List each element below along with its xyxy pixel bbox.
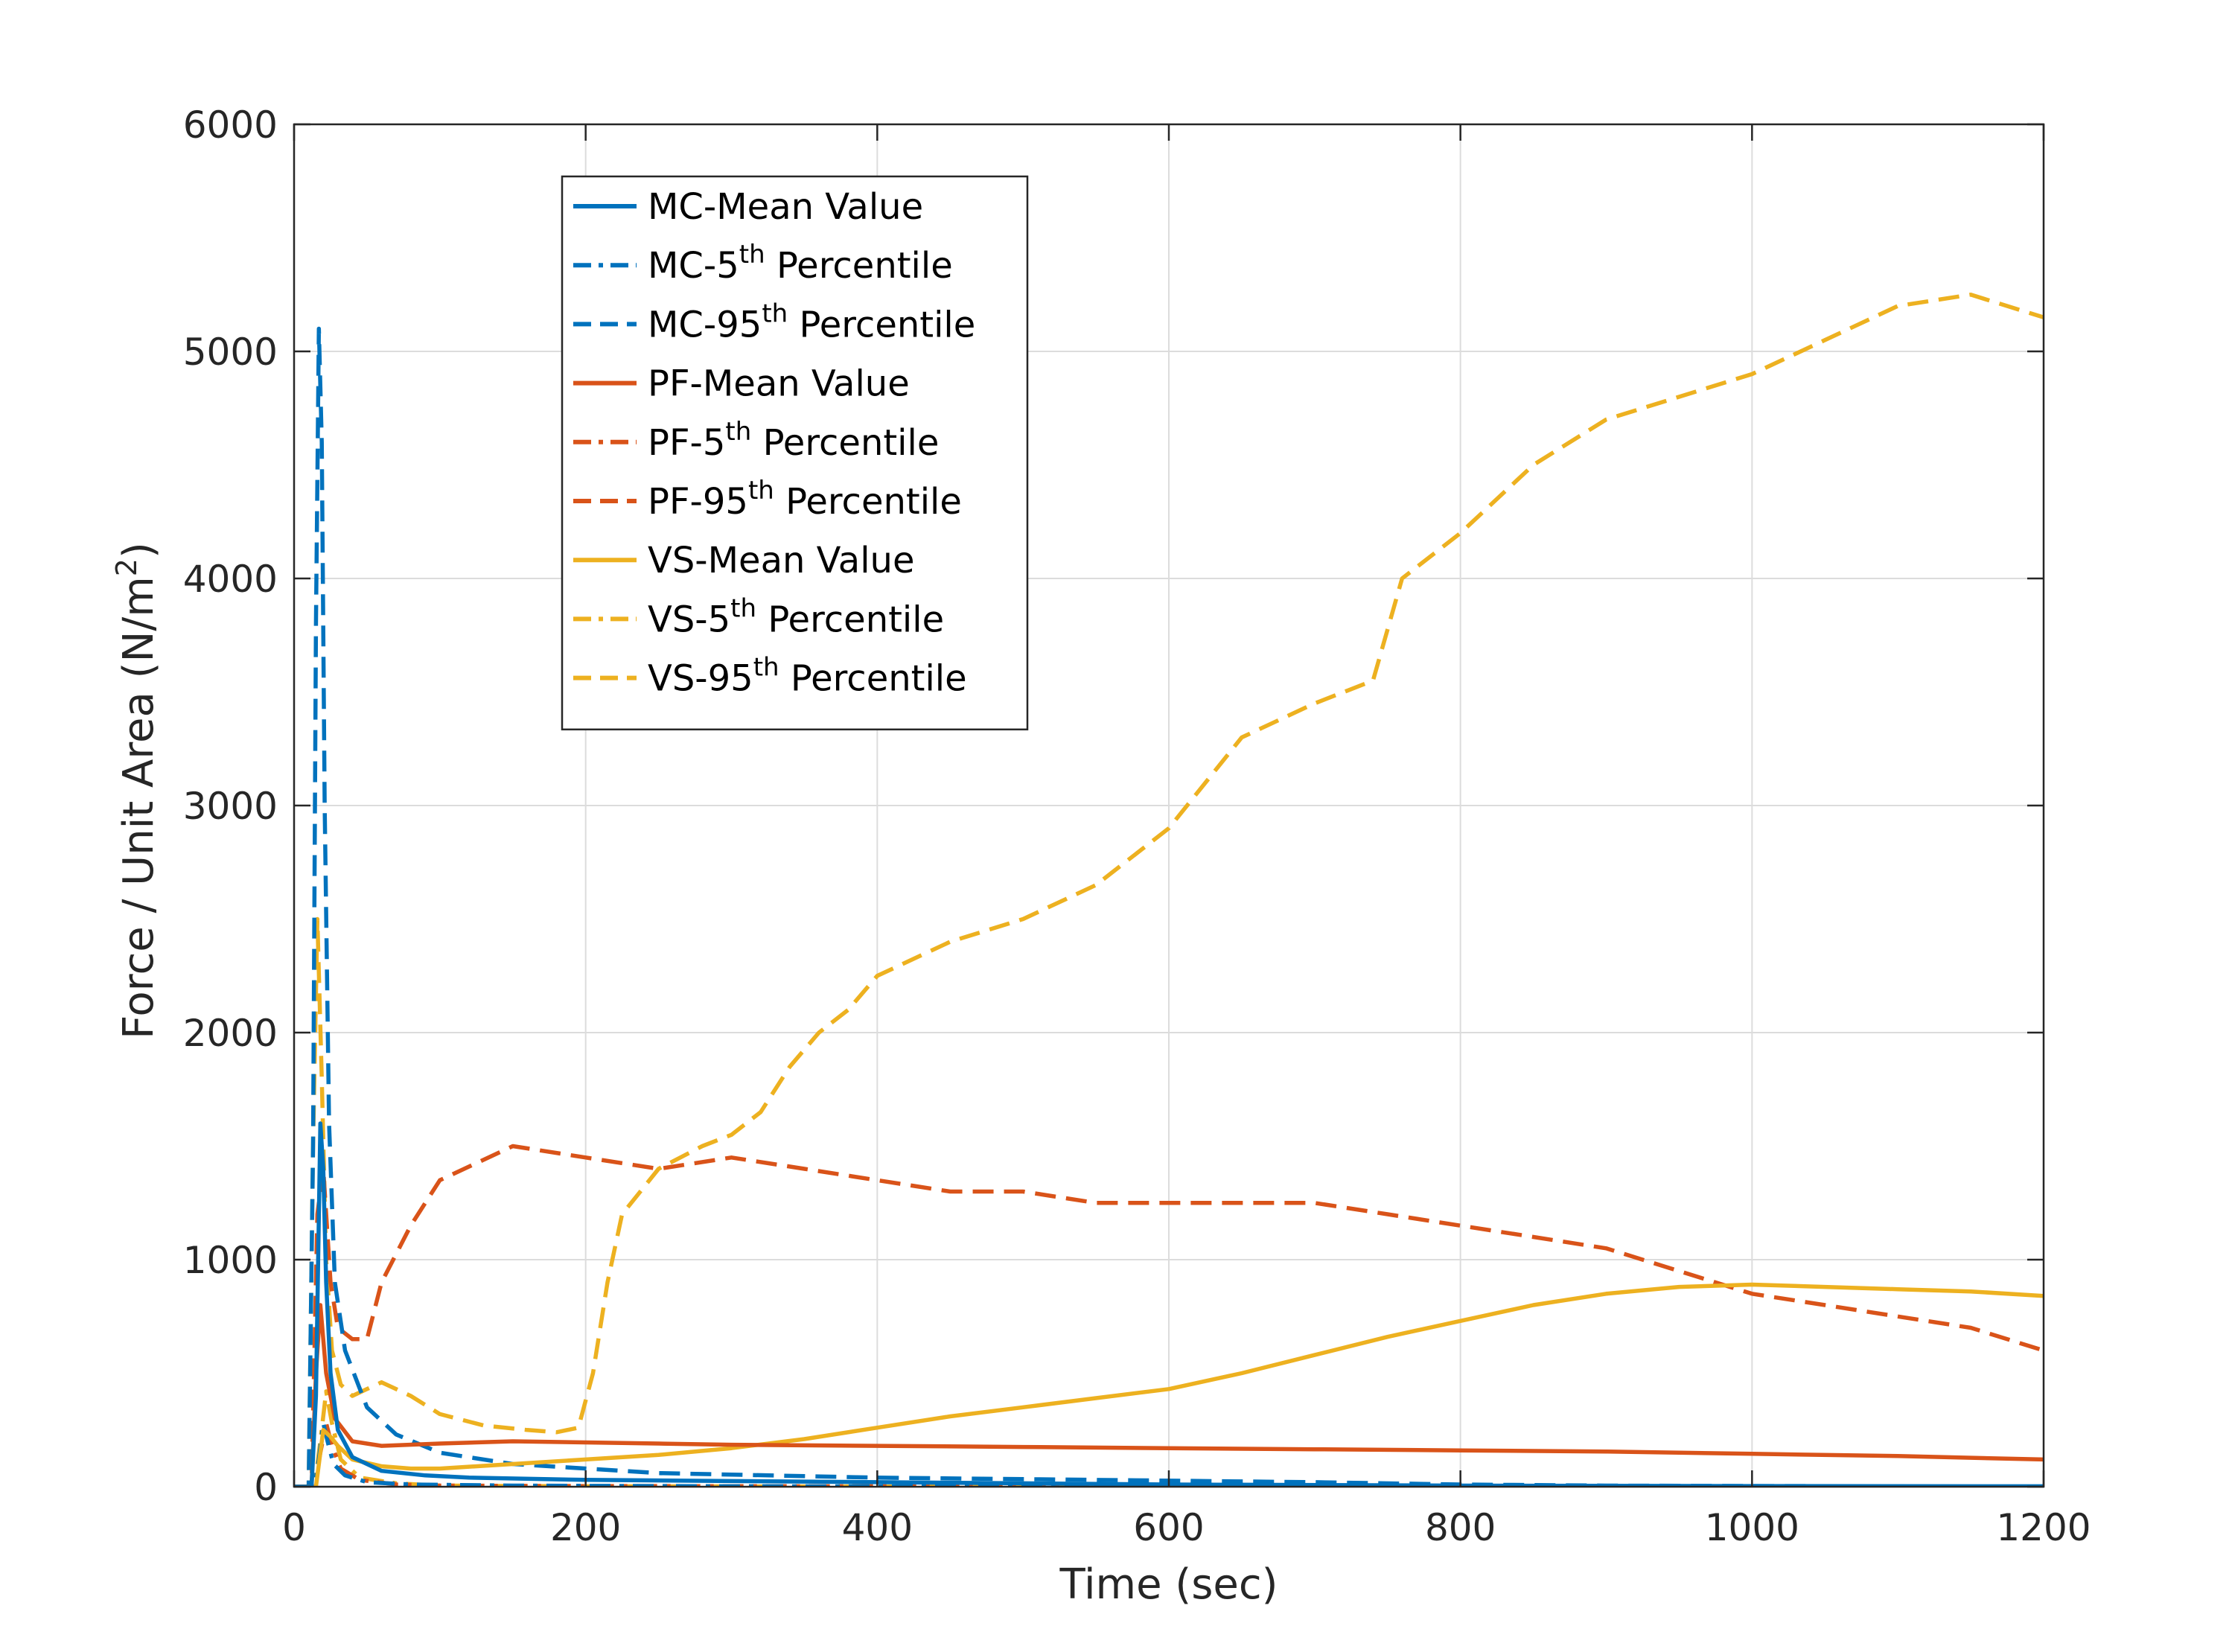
legend-label-superscript: th [748,476,774,506]
x-tick-labels: 0 200 400 600 800 1000 1200 [282,1506,2091,1549]
legend-label: VS-Mean Value [648,540,914,581]
x-tick-label: 600 [1133,1506,1204,1549]
series-line-vs-95th-percentile [294,293,2044,1487]
y-axis-title-main: Force / Unit Area (N/m [115,576,163,1039]
legend-label: MC-Mean Value [648,186,923,228]
legend-label: MC-5th Percentile [648,240,953,287]
legend-label-main: MC-5 [648,245,739,287]
legend-label-rest: Percentile [788,304,975,345]
legend-label-rest: Percentile [756,599,944,640]
series-line-pf-mean-value [294,1303,2044,1487]
legend-label: VS-95th Percentile [648,653,967,700]
legend-label-rest: Percentile [774,481,962,523]
y-tick-label: 6000 [183,103,278,147]
legend-label-rest: Percentile [779,658,967,700]
series-line-vs-mean-value [294,1282,2044,1487]
legend-label-main: VS-95 [648,658,753,700]
legend-label: PF-95th Percentile [648,476,962,523]
y-tick-label: 4000 [183,558,278,601]
legend-label-main: PF-5 [648,422,725,464]
x-tick-label: 1000 [1705,1506,1799,1549]
legend-label-superscript: th [739,240,765,270]
legend-label-main: PF-95 [648,481,748,523]
y-axis-title-superscript: 2 [110,558,143,576]
y-tick-labels: 0 1000 2000 3000 4000 5000 6000 [183,103,278,1509]
series-line-mc-95th-percentile [294,326,2044,1487]
x-tick-label: 800 [1425,1506,1496,1549]
legend-label-rest: Percentile [751,422,939,464]
legend-label: PF-5th Percentile [648,417,939,464]
y-tick-label: 2000 [183,1012,278,1055]
legend-label: PF-Mean Value [648,363,910,405]
y-tick-label: 5000 [183,331,278,374]
x-tick-label: 400 [842,1506,913,1549]
legend-label-main: MC-95 [648,304,762,345]
axis-ticks [293,123,2045,1488]
legend-label-rest: Percentile [765,245,953,287]
series-line-mc-mean-value [294,1121,2044,1487]
y-tick-label: 3000 [183,785,278,828]
y-tick-label: 0 [254,1466,278,1509]
legend-label-superscript: th [730,593,756,623]
y-tick-label: 1000 [183,1239,278,1282]
x-tick-label: 0 [282,1506,306,1549]
y-axis-title-end: ) [115,542,163,558]
legend-box [561,175,1029,731]
legend-label-superscript: th [762,299,788,328]
legend-label: VS-5th Percentile [648,593,944,640]
y-axis-title: Force / Unit Area (N/m2) [110,542,163,1039]
legend-label-superscript: th [725,417,751,447]
series-layer [294,293,2044,1487]
legend-label-superscript: th [753,653,779,683]
legend-label-main: VS-5 [648,599,730,640]
x-tick-label: 1200 [1996,1506,2091,1549]
x-tick-label: 200 [550,1506,621,1549]
legend-label: MC-95th Percentile [648,299,975,345]
x-axis-title: Time (sec) [1059,1560,1278,1609]
